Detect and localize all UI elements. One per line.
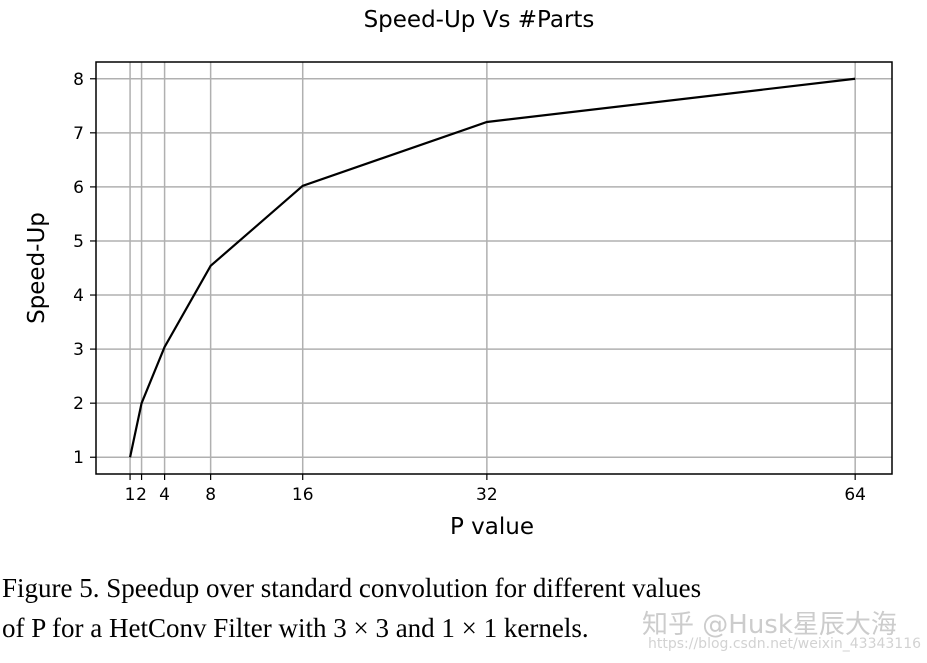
caption-line-1: Figure 5. Speedup over standard convolut… [2, 573, 702, 603]
caption-line-2: of P for a HetConv Filter with 3 × 3 and… [2, 613, 589, 643]
figure-caption: Figure 5. Speedup over standard convolut… [2, 568, 927, 648]
y-tick-label: 6 [73, 178, 84, 198]
y-tick-label: 2 [73, 394, 84, 414]
y-tick-label: 5 [73, 232, 84, 252]
y-axis-label: Speed-Up [24, 212, 50, 324]
x-tick-label: 1 [125, 485, 136, 505]
watermark-text: 知乎 @Husk星辰大海 [642, 610, 897, 640]
speedup-line [128, 77, 856, 458]
y-tick-label: 8 [73, 70, 84, 90]
y-tick-label: 4 [73, 286, 84, 306]
x-tick-label: 32 [476, 485, 498, 505]
chart-title: Speed-Up Vs #Parts [364, 7, 595, 33]
x-tick-label: 4 [159, 485, 170, 505]
y-tick-label: 1 [73, 448, 84, 468]
x-tick-label: 64 [844, 485, 866, 505]
y-tick-label: 7 [73, 124, 84, 144]
plot-frame [95, 61, 893, 475]
y-tick-label: 3 [73, 340, 84, 360]
x-tick-label: 8 [205, 485, 216, 505]
watermark-url: https://blog.csdn.net/weixin_43343116 [648, 636, 922, 652]
x-axis-label: P value [450, 514, 534, 540]
x-tick-label: 16 [292, 485, 314, 505]
x-tick-label: 2 [136, 485, 147, 505]
